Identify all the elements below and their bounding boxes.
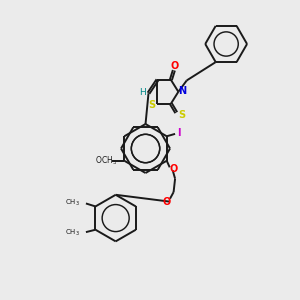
Text: S: S: [178, 110, 185, 120]
Text: O: O: [169, 164, 177, 174]
Text: I: I: [178, 128, 181, 138]
Text: CH$_3$: CH$_3$: [65, 198, 80, 208]
Text: N: N: [178, 86, 187, 96]
Text: CH$_3$: CH$_3$: [65, 228, 80, 238]
Text: O: O: [170, 61, 178, 71]
Text: O: O: [162, 197, 171, 207]
Text: OCH$_3$: OCH$_3$: [95, 154, 117, 167]
Text: H: H: [139, 88, 146, 97]
Text: S: S: [148, 100, 156, 110]
